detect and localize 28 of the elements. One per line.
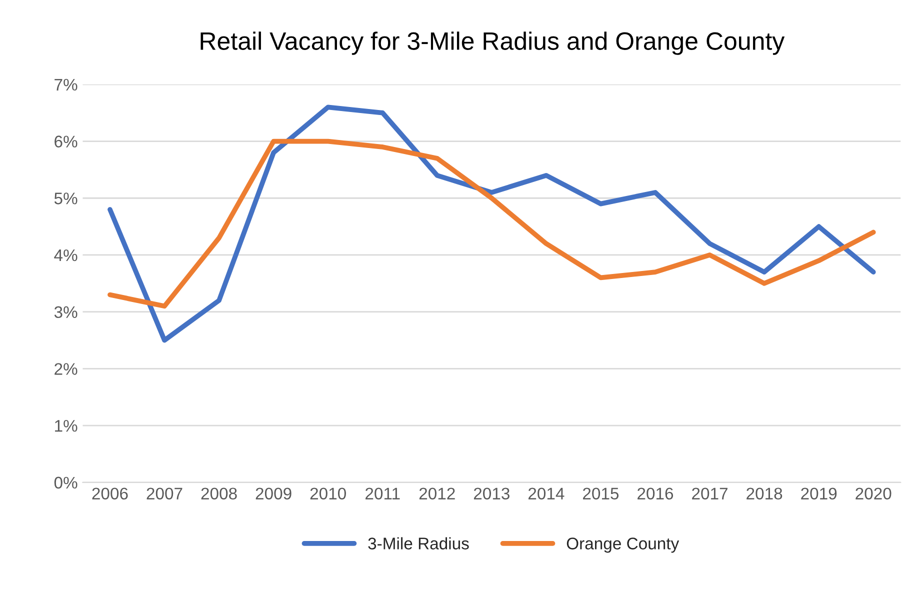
y-tick-label: 2% bbox=[54, 363, 78, 375]
legend-label: Orange County bbox=[566, 538, 680, 553]
y-tick-label: 6% bbox=[54, 136, 78, 148]
x-tick-label: 2016 bbox=[638, 488, 674, 500]
x-tick-label: 2009 bbox=[256, 488, 292, 500]
x-tick-label: 2013 bbox=[474, 488, 510, 500]
y-tick-label: 1% bbox=[55, 420, 78, 432]
y-tick-label: 4% bbox=[54, 249, 78, 262]
x-tick-label: 2008 bbox=[201, 488, 237, 500]
x-tick-label: 2018 bbox=[746, 488, 782, 500]
chart-title: Retail Vacancy for 3-Mile Radius and Orange County bbox=[200, 32, 785, 55]
y-tick-label: 3% bbox=[54, 306, 78, 318]
x-tick-label: 2010 bbox=[310, 488, 346, 500]
line-series bbox=[108, 104, 876, 343]
x-tick-label: 2011 bbox=[366, 488, 400, 500]
x-tick-label: 2014 bbox=[528, 488, 564, 500]
x-tick-label: 2019 bbox=[801, 488, 837, 500]
x-tick-label: 2017 bbox=[692, 488, 728, 500]
y-tick-label: 0% bbox=[54, 476, 78, 489]
x-tick-label: 2015 bbox=[583, 488, 619, 500]
y-tick-label: 7% bbox=[54, 78, 78, 91]
x-tick-label: 2006 bbox=[92, 488, 128, 500]
x-tick-label: 2020 bbox=[856, 488, 892, 500]
x-tick-label: 2012 bbox=[419, 488, 455, 500]
line-series bbox=[108, 138, 876, 309]
legend-label: 3-Mile Radius bbox=[368, 537, 469, 550]
y-tick-label: 5% bbox=[54, 192, 78, 204]
x-tick-label: 2007 bbox=[146, 488, 182, 500]
